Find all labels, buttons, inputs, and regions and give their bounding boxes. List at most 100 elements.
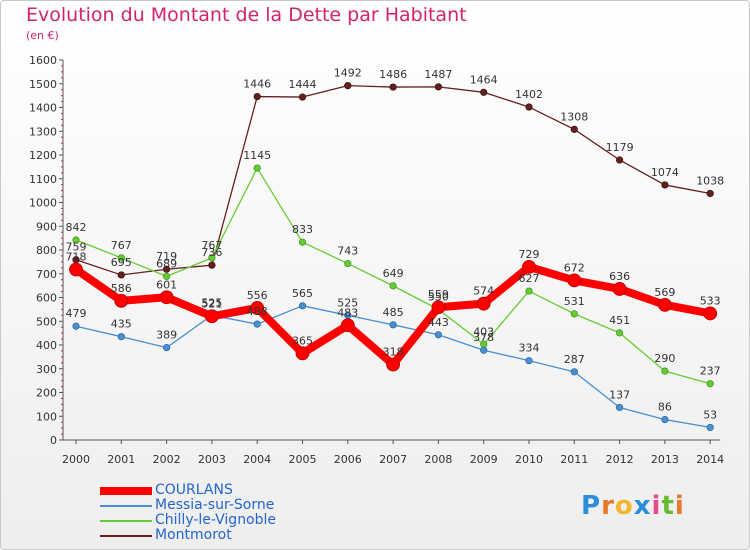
- data-label: 287: [564, 353, 585, 366]
- data-label: 525: [337, 296, 358, 309]
- data-point: [204, 309, 219, 324]
- y-minor-tick: [61, 356, 63, 358]
- data-point: [703, 306, 718, 321]
- y-minor-tick: [61, 237, 63, 239]
- chart-title: Evolution du Montant de la Dette par Hab…: [26, 4, 467, 26]
- data-label: 1446: [243, 78, 271, 91]
- data-label: 767: [201, 239, 222, 252]
- data-point: [117, 271, 125, 279]
- logo-letter: P: [581, 491, 602, 521]
- data-label: 672: [564, 261, 585, 274]
- y-tick-label: 1300: [29, 125, 57, 138]
- x-tick-label: 2012: [606, 453, 634, 466]
- y-tick-label: 0: [50, 434, 57, 447]
- data-label: 290: [654, 352, 675, 365]
- data-point: [615, 403, 624, 412]
- data-label: 533: [700, 294, 721, 307]
- data-point: [389, 282, 397, 290]
- x-tick-label: 2005: [289, 453, 317, 466]
- data-label: 403: [473, 325, 494, 338]
- x-tick-label: 2008: [424, 453, 452, 466]
- data-label: 689: [156, 257, 177, 270]
- y-tick-label: 1000: [29, 197, 57, 210]
- data-point: [298, 93, 307, 101]
- data-point: [431, 300, 446, 315]
- data-point: [69, 262, 83, 277]
- legend-item: COURLANS: [100, 483, 276, 498]
- y-tick-label: 1400: [29, 102, 57, 115]
- data-point: [706, 380, 714, 388]
- series-line-3: [75, 85, 711, 276]
- data-point: [476, 296, 491, 311]
- y-minor-tick: [61, 302, 63, 304]
- proxiti-logo: Proxiti: [581, 491, 685, 521]
- y-minor-tick: [61, 89, 63, 91]
- data-label: 485: [383, 306, 404, 319]
- data-labels: 759 695 719 736 1446 1444 1492 1486 1487 1464 1402…: [66, 67, 725, 422]
- y-minor-tick: [61, 207, 63, 209]
- y-tick-label: 1500: [29, 78, 57, 91]
- data-point: [114, 293, 129, 308]
- data-point: [163, 265, 171, 273]
- y-minor-tick: [61, 219, 63, 221]
- axes: 0 100 200 300 400 500 600 700 800 900 1000 1100 1200…: [29, 54, 724, 466]
- data-point: [253, 164, 261, 172]
- data-label: 1179: [606, 141, 634, 154]
- data-label: 695: [111, 256, 132, 269]
- data-label: 435: [111, 318, 132, 331]
- y-minor-tick: [61, 409, 63, 411]
- data-point: [525, 357, 533, 365]
- data-point: [658, 297, 672, 312]
- y-minor-tick: [61, 213, 63, 215]
- series-layer: [69, 82, 718, 432]
- data-point: [525, 103, 533, 111]
- data-label: 743: [337, 245, 358, 258]
- y-minor-tick: [61, 374, 63, 376]
- logo-letter: r: [601, 491, 615, 521]
- y-minor-tick: [61, 267, 63, 269]
- y-tick-label: 300: [36, 363, 57, 376]
- data-point: [340, 318, 355, 333]
- data-label: 556: [247, 289, 268, 302]
- legend-item: Chilly-le-Vignoble: [100, 513, 276, 528]
- x-tick-label: 2009: [470, 453, 498, 466]
- data-label: 1486: [379, 68, 407, 81]
- y-minor-tick: [61, 148, 63, 150]
- legend-label: Montmorot: [155, 527, 232, 543]
- y-minor-tick: [61, 362, 63, 364]
- y-minor-tick: [61, 118, 63, 120]
- data-label: 488: [247, 305, 268, 318]
- logo-letter: x: [633, 491, 652, 521]
- data-point: [661, 415, 669, 424]
- data-label: 601: [156, 278, 177, 291]
- y-tick-label: 200: [36, 387, 57, 400]
- data-point: [706, 189, 714, 198]
- data-point: [72, 322, 80, 330]
- y-tick-label: 500: [36, 315, 57, 328]
- y-minor-tick: [61, 136, 63, 138]
- y-minor-tick: [61, 403, 63, 405]
- y-minor-tick: [61, 112, 63, 114]
- data-label: 318: [383, 345, 404, 358]
- data-point: [159, 290, 174, 305]
- data-label: 759: [66, 241, 87, 254]
- data-point: [570, 368, 578, 376]
- y-minor-tick: [61, 397, 63, 399]
- data-point: [480, 346, 488, 354]
- y-minor-tick: [61, 172, 63, 174]
- logo-letter: i: [674, 491, 685, 521]
- data-label: 1492: [334, 67, 362, 80]
- y-minor-tick: [61, 160, 63, 162]
- data-point: [250, 301, 265, 315]
- y-minor-tick: [61, 308, 63, 310]
- data-point: [117, 333, 125, 341]
- data-label: 574: [473, 285, 494, 298]
- data-label: 729: [519, 248, 540, 261]
- data-label: 767: [111, 239, 132, 252]
- data-label: 569: [654, 286, 675, 299]
- legend-item: Messia-sur-Sorne: [100, 498, 276, 513]
- y-minor-tick: [61, 314, 63, 316]
- data-point: [117, 254, 125, 262]
- data-point: [208, 254, 216, 262]
